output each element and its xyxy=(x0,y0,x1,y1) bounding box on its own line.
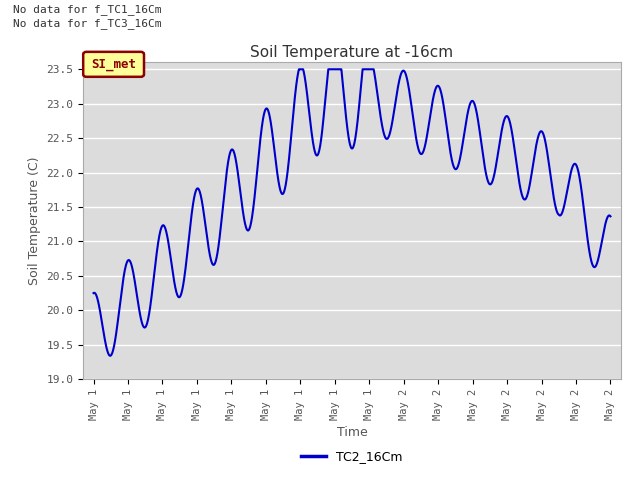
Y-axis label: Soil Temperature (C): Soil Temperature (C) xyxy=(28,156,41,285)
Title: Soil Temperature at -16cm: Soil Temperature at -16cm xyxy=(250,45,454,60)
Text: No data for f_TC3_16Cm: No data for f_TC3_16Cm xyxy=(13,18,161,29)
X-axis label: Time: Time xyxy=(337,426,367,439)
Text: No data for f_TC1_16Cm: No data for f_TC1_16Cm xyxy=(13,4,161,15)
Text: SI_met: SI_met xyxy=(91,58,136,71)
Legend: TC2_16Cm: TC2_16Cm xyxy=(296,445,408,468)
